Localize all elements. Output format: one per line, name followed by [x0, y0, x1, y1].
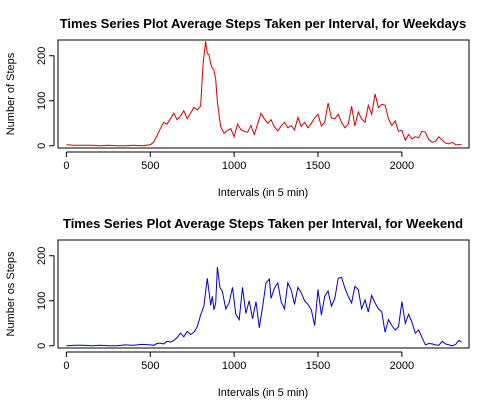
weekend-plot-frame	[57, 239, 470, 349]
weekdays-y-tick-label: 200	[36, 47, 48, 65]
weekend-y-axis-label: Number os Steps	[5, 251, 17, 336]
weekend-x-tick-label: 1000	[222, 360, 246, 372]
weekend-title: Times Series Plot Average Steps Taken pe…	[63, 216, 463, 231]
weekdays-y-axis-label: Number of Steps	[5, 52, 17, 135]
weekdays-x-tick-label: 1500	[306, 160, 330, 172]
weekend-x-tick-label: 2000	[390, 360, 414, 372]
weekend-y-tick-label: 200	[36, 247, 48, 265]
weekdays-x-tick-label: 2000	[390, 160, 414, 172]
weekdays-plot-frame	[57, 39, 470, 149]
weekend-y-tick-label: 0	[36, 343, 48, 349]
weekdays-title: Times Series Plot Average Steps Taken pe…	[60, 16, 467, 31]
weekend-y-axis: 0 100 200	[36, 247, 55, 349]
weekdays-x-axis: 0 500 1000 1500 2000	[63, 151, 414, 172]
weekdays-series-line	[66, 41, 462, 147]
weekend-x-tick-label: 500	[141, 360, 159, 372]
weekend-x-tick-label: 0	[63, 360, 69, 372]
weekdays-y-tick-label: 100	[36, 92, 48, 110]
weekend-x-axis: 0 500 1000 1500 2000	[63, 351, 414, 372]
weekend-x-tick-label: 1500	[306, 360, 330, 372]
weekdays-x-axis-label: Intervals (in 5 min)	[218, 187, 308, 199]
weekdays-x-tick-label: 500	[141, 160, 159, 172]
weekend-panel: Times Series Plot Average Steps Taken pe…	[5, 216, 470, 399]
weekdays-x-tick-label: 0	[63, 160, 69, 172]
weekend-series-line	[66, 266, 462, 347]
weekdays-x-tick-label: 1000	[222, 160, 246, 172]
weekdays-panel: Times Series Plot Average Steps Taken pe…	[5, 16, 470, 199]
weekend-y-tick-label: 100	[36, 292, 48, 310]
weekdays-y-axis: 0 100 200	[36, 47, 55, 149]
weekend-x-axis-label: Intervals (in 5 min)	[218, 387, 308, 399]
weekdays-y-tick-label: 0	[36, 143, 48, 149]
